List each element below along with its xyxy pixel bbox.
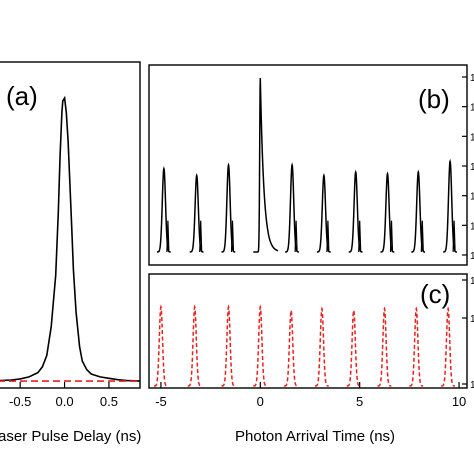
panel-c-x-tick-label: 10 xyxy=(452,394,466,409)
panel-c-frame xyxy=(148,273,468,389)
panel-a-x-tick-label: 0.5 xyxy=(100,394,118,409)
panel-b-secondary-spike xyxy=(294,220,298,253)
panel-c-peak xyxy=(154,304,168,387)
panel-b-secondary-spike xyxy=(326,220,330,253)
panel-b-right-ticks: 1 1 1 1 1 1 1 xyxy=(462,73,474,262)
panel-c-label: (c) xyxy=(420,279,450,309)
panel-b-secondary-spike xyxy=(420,220,424,253)
panel-c-peak xyxy=(315,306,329,387)
panel-b-right-tick-label: 1 xyxy=(470,73,474,84)
panel-a-x-axis-label: aser Pulse Delay (ns) xyxy=(0,428,141,445)
panel-a-x-ticks: -0.5 0.0 0.5 xyxy=(9,382,118,409)
panel-c-x-tick-label: 0 xyxy=(257,394,264,409)
panel-a-curves xyxy=(0,95,141,382)
panel-c-curves xyxy=(154,304,455,387)
panel-c-peak xyxy=(409,306,424,387)
panel-a-frame xyxy=(0,61,141,389)
panel-a-x-tick-label: 0.0 xyxy=(56,394,74,409)
panel-a-x-tick-label: -0.5 xyxy=(9,394,31,409)
panel-c-peak xyxy=(441,306,455,387)
panel-c-x-ticks: -5 0 5 10 xyxy=(155,382,466,409)
panel-c-right-ticks: 1 1 1 xyxy=(462,276,474,391)
panel-b-secondary-spike xyxy=(199,220,203,253)
panel-b-right-tick-label: 1 xyxy=(470,162,474,173)
panel-c-right-tick-label: 1 xyxy=(470,314,474,325)
panel-b-secondary-spike xyxy=(389,220,394,253)
panel-c-x-axis-label: Photon Arrival Time (ns) xyxy=(235,428,395,445)
panel-a-label: (a) xyxy=(6,81,38,111)
panel-c-right-tick-label: 1 xyxy=(470,380,474,391)
panel-b-secondary-spike xyxy=(166,220,170,253)
panel-c-peak xyxy=(346,308,361,387)
panel-b-right-tick-label: 1 xyxy=(470,221,474,232)
panel-b-right-tick-label: 1 xyxy=(470,132,474,143)
panel-c-peak xyxy=(221,304,236,387)
panel-c-x-tick-label: -5 xyxy=(155,394,167,409)
panel-b-right-tick-label: 1 xyxy=(470,192,474,203)
panel-b-right-tick-label: 1 xyxy=(470,251,474,262)
panel-c-x-tick-label: 5 xyxy=(356,394,363,409)
panel-a: -0.5 0.0 0.5 (a) aser Pulse Delay (ns) xyxy=(0,61,141,445)
panel-c-peak xyxy=(377,306,392,387)
panel-c: 1 1 1 -5 0 5 10 (c) Photon Arrival Time (ns) xyxy=(148,273,474,445)
panel-c-peak xyxy=(284,308,298,387)
panel-c-peak xyxy=(253,304,268,387)
panel-b-peak xyxy=(253,77,279,253)
panel-b-curves xyxy=(157,77,457,253)
panel-b-secondary-spike xyxy=(452,220,456,253)
panel-b-frame xyxy=(148,64,468,266)
panel-b-label: (b) xyxy=(418,84,450,114)
panel-b-right-tick-label: 1 xyxy=(470,103,474,114)
panel-a-solid-curve xyxy=(0,95,141,382)
panel-b-secondary-spike xyxy=(230,220,235,253)
panel-c-peak xyxy=(187,304,202,387)
panel-c-right-tick-label: 1 xyxy=(470,276,474,287)
panel-b-secondary-spike xyxy=(358,220,362,253)
panel-b: 1 1 1 1 1 1 1 (b) xyxy=(148,64,474,266)
